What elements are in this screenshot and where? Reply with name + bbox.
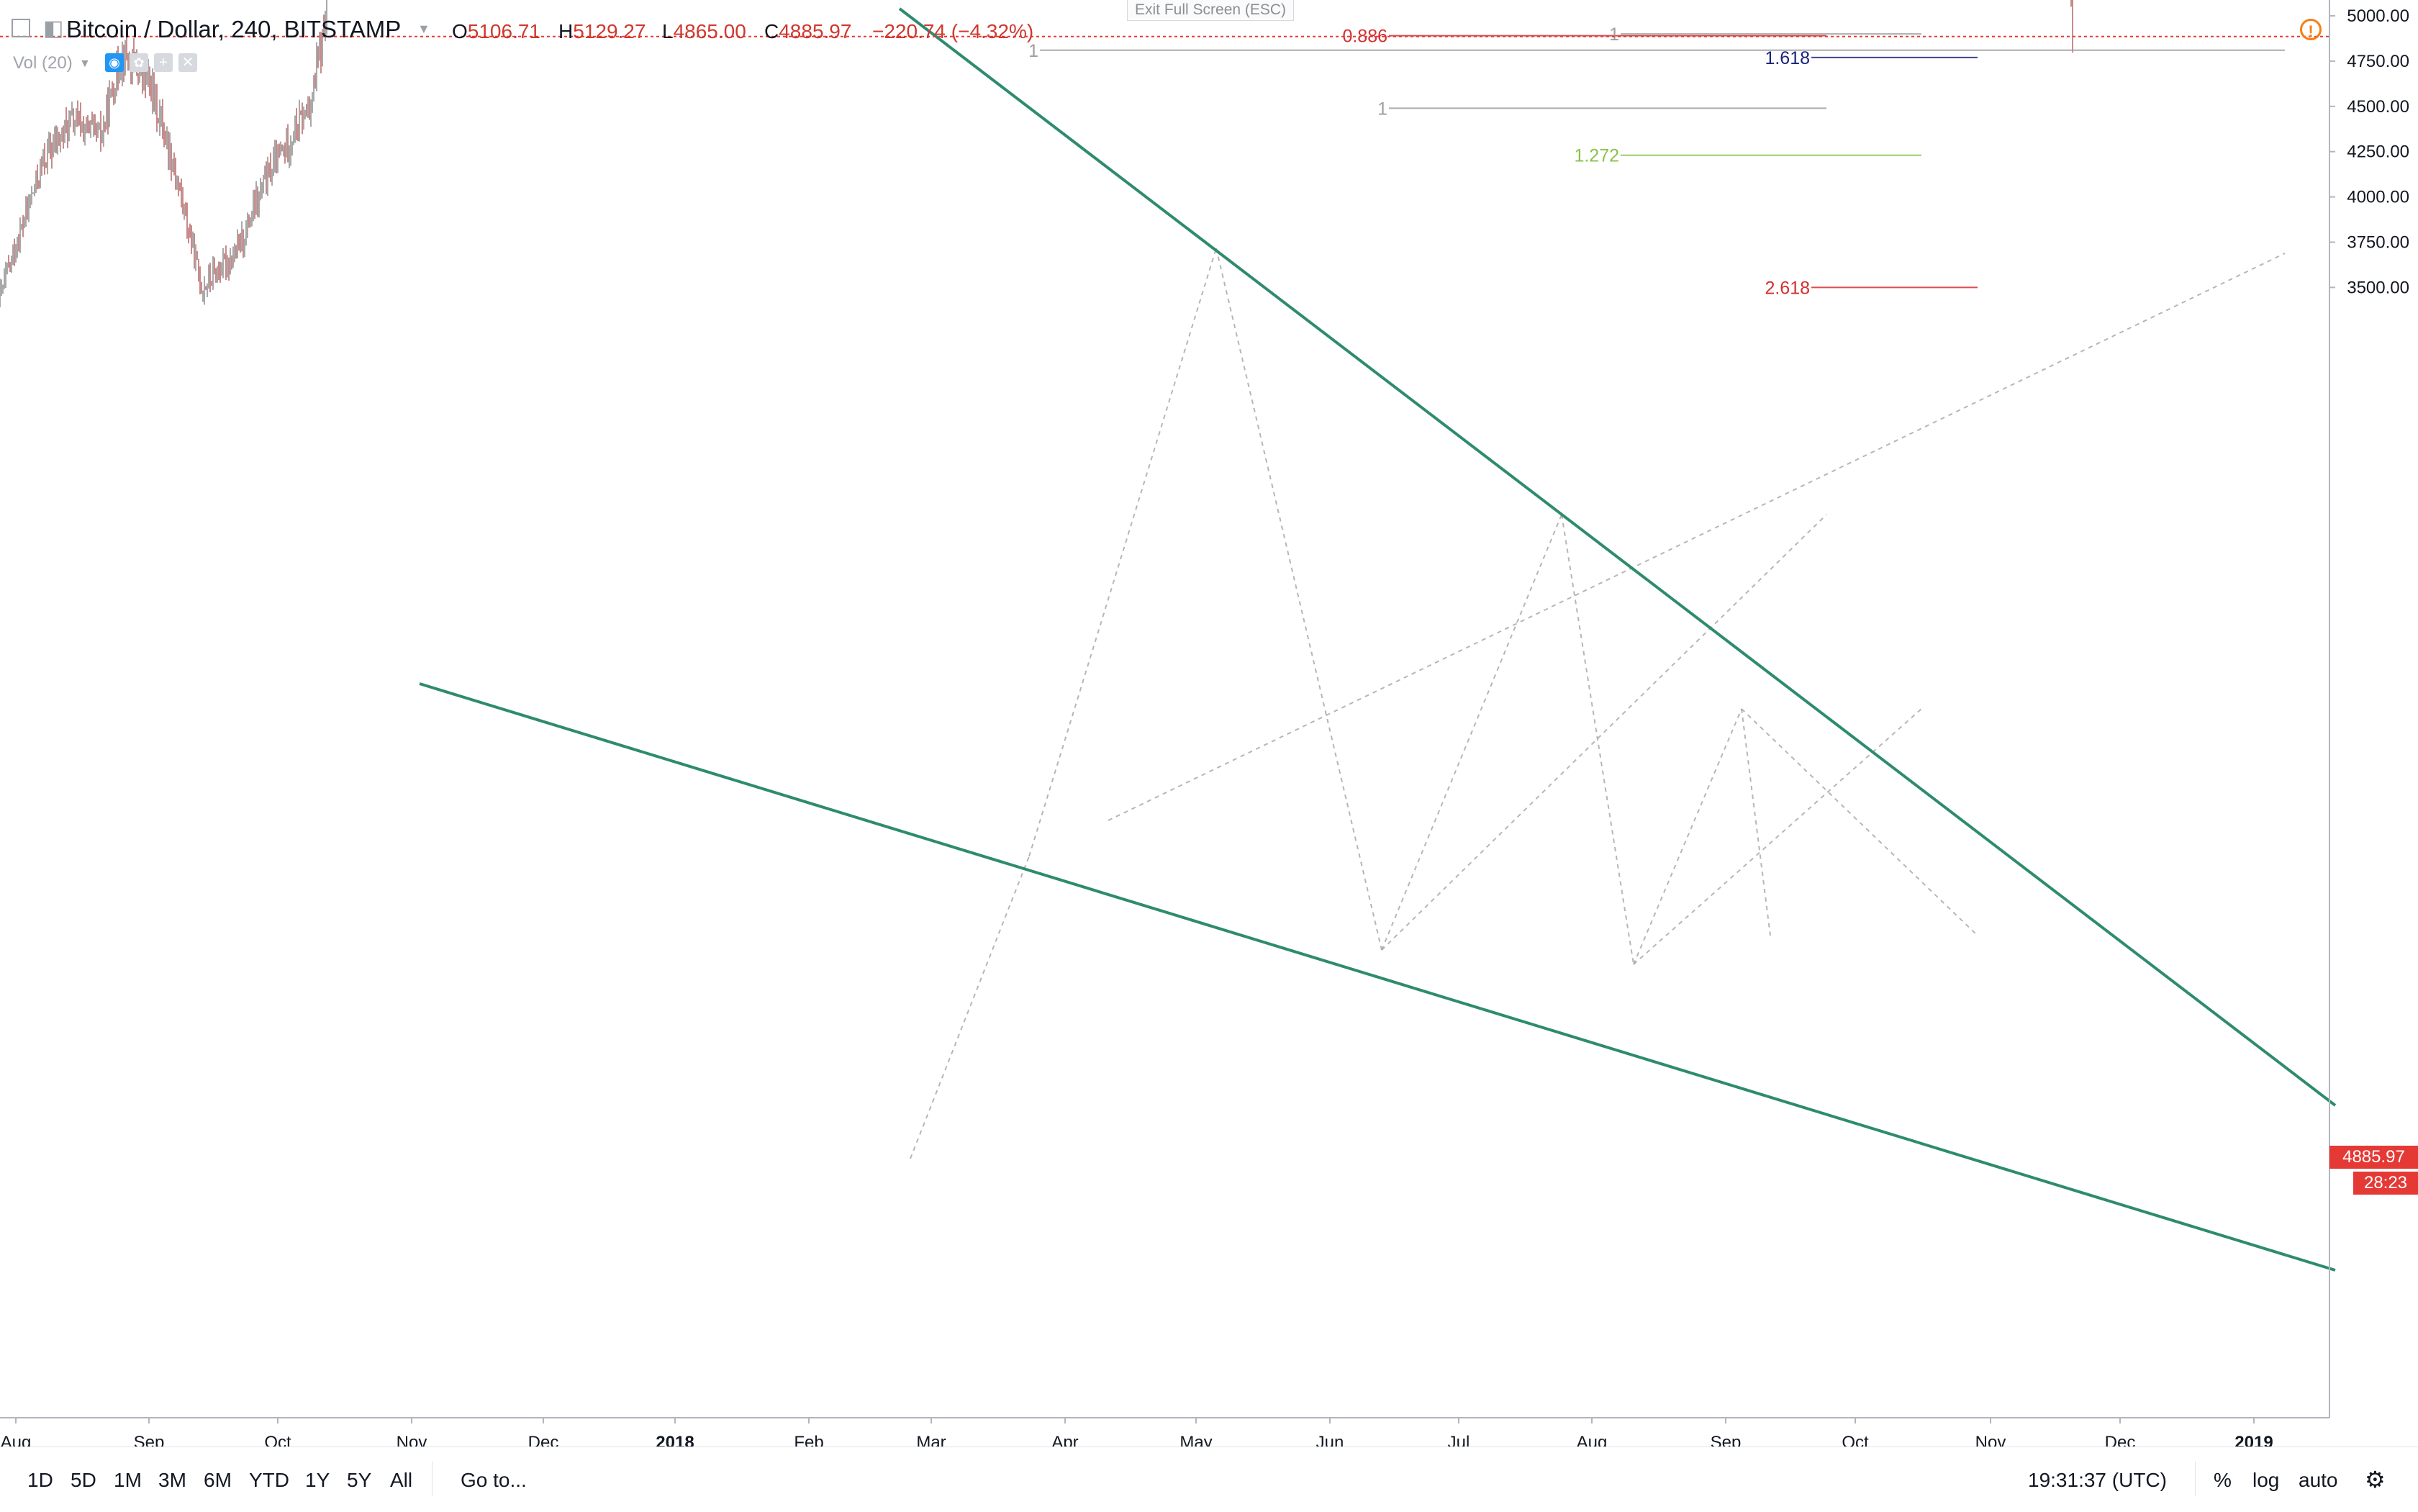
fib-trend-helper-line — [910, 856, 1030, 1159]
toolbar-divider — [2195, 1462, 2196, 1496]
fib-trend-helper-line — [1633, 708, 1922, 965]
add-icon[interactable]: + — [154, 53, 173, 72]
log-scale-toggle[interactable]: log — [2252, 1469, 2280, 1491]
ohlc-change: −220.74 (−4.32%) — [872, 20, 1034, 42]
eye-icon[interactable]: ◉ — [105, 53, 124, 72]
price-tick-label: 4000.00 — [2347, 188, 2409, 207]
ohlc-open: O5106.71 — [452, 20, 540, 42]
symbol-title[interactable]: Bitcoin / Dollar, 240, BITSTAMP — [66, 16, 402, 42]
bar-countdown-badge: 28:23 — [2353, 1172, 2418, 1195]
fib-trend-helpers — [910, 248, 2286, 1159]
toolbar-divider — [432, 1462, 433, 1496]
fib-level-label: 1.272 — [1574, 146, 1619, 166]
current-price-badge: 4885.97 — [2329, 1146, 2418, 1169]
bottom-toolbar: 1D 5D 1M 3M 6M YTD 1Y 5Y All Go to... 19… — [0, 1447, 2418, 1512]
fib-trend-helper-line — [1381, 514, 1827, 951]
collapse-legend-icon[interactable] — [12, 19, 30, 37]
gear-icon[interactable]: ⚙ — [2365, 1467, 2386, 1493]
fib-trend-helper-line — [1381, 514, 1562, 951]
range-button-1m[interactable]: 1M — [114, 1469, 142, 1491]
price-axis: 11250.0011000.0010750.0010500.0010250.00… — [2329, 0, 2409, 1418]
fib-level-label: 2.618 — [1765, 278, 1810, 298]
fib-level-label: 1.618 — [1765, 48, 1810, 68]
price-tick-label: 3750.00 — [2347, 233, 2409, 253]
range-button-ytd[interactable]: YTD — [249, 1469, 289, 1491]
fib-level-label: 1 — [1028, 41, 1038, 61]
price-tick-label: 5000.00 — [2347, 6, 2409, 26]
goto-date-button[interactable]: Go to... — [461, 1469, 527, 1491]
trendlines — [419, 7, 2337, 1272]
lower-trendline — [419, 682, 2336, 1272]
ohlc-low: L4865.00 — [662, 20, 746, 42]
price-tick-label: 4750.00 — [2347, 52, 2409, 71]
range-button-1y[interactable]: 1Y — [305, 1469, 330, 1491]
fib-trend-helper-line — [1215, 248, 1382, 951]
upper-trendline — [898, 7, 2337, 1107]
price-tick-label: 4250.00 — [2347, 142, 2409, 162]
chevron-down-icon[interactable]: ▼ — [79, 58, 91, 70]
fib-trend-helper-line — [1561, 514, 1634, 965]
range-button-1d[interactable]: 1D — [27, 1469, 53, 1491]
fib-level-label: 1 — [1609, 24, 1619, 45]
price-tick-label: 4500.00 — [2347, 97, 2409, 117]
fib-trend-helper-line — [1028, 248, 1217, 857]
symbol-marker-icon: ◧ — [43, 17, 64, 40]
range-button-all[interactable]: All — [390, 1469, 413, 1491]
fib-trend-helper-line — [1741, 708, 1978, 936]
fib-trend-helper-line — [1108, 253, 2286, 821]
range-button-5y[interactable]: 5Y — [347, 1469, 372, 1491]
range-button-5d[interactable]: 5D — [71, 1469, 96, 1491]
close-icon[interactable]: ✕ — [178, 53, 197, 72]
chart-header: ◧ Bitcoin / Dollar, 240, BITSTAMP ▼ O510… — [0, 0, 2159, 73]
ohlc-high: H5129.27 — [558, 20, 646, 42]
chevron-down-icon[interactable]: ▼ — [417, 22, 430, 36]
utc-clock[interactable]: 19:31:37 (UTC) — [2028, 1469, 2167, 1491]
exit-fullscreen-button[interactable]: Exit Full Screen (ESC) — [1127, 0, 1295, 21]
fib-trend-helper-line — [1741, 708, 1771, 936]
gear-icon[interactable]: ✿ — [130, 53, 148, 72]
volume-indicator-label[interactable]: Vol (20) — [13, 53, 73, 73]
fib-level-label: 1 — [1377, 99, 1387, 119]
auto-scale-toggle[interactable]: auto — [2299, 1469, 2338, 1491]
price-tick-label: 3500.00 — [2347, 278, 2409, 297]
fib-trend-helper-line — [1633, 708, 1742, 965]
percent-scale-toggle[interactable]: % — [2214, 1469, 2232, 1491]
ohlc-close: C4885.97 — [764, 20, 852, 42]
alert-icon[interactable]: ! — [2300, 19, 2322, 40]
range-button-3m[interactable]: 3M — [158, 1469, 186, 1491]
range-button-6m[interactable]: 6M — [204, 1469, 232, 1491]
